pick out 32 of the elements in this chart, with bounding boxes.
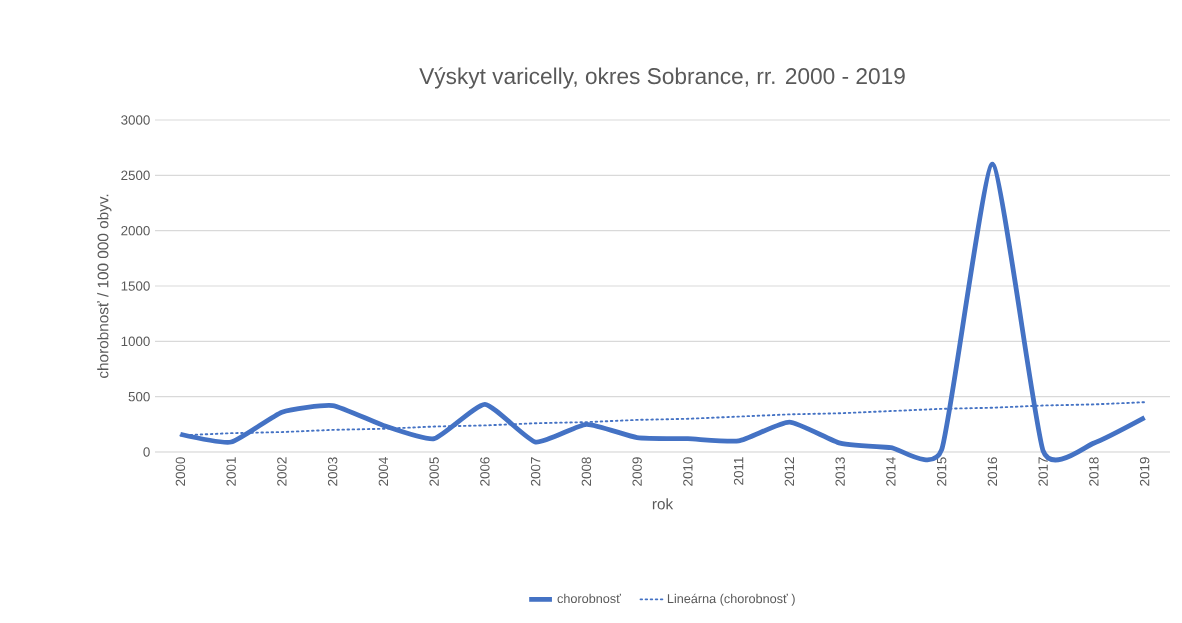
x-tick-label: 2004	[378, 457, 389, 486]
x-tick-label: 2008	[581, 457, 592, 486]
x-tick-label: 2006	[480, 457, 490, 486]
x-tick-label: 2014	[886, 457, 896, 486]
x-tick-label: 2017	[1038, 457, 1048, 486]
y-tick-label: 1500	[121, 281, 150, 291]
x-tick-label: 2010	[683, 457, 693, 486]
x-tick-label: 2007	[530, 457, 541, 486]
legend-label: chorobnosť	[557, 593, 622, 604]
y-tick-label: 500	[128, 391, 150, 402]
legend-label: Lineárna (chorobnosť )	[667, 593, 795, 606]
x-tick-label: 2000	[175, 457, 186, 486]
chart-title: Výskyt varicelly, okres Sobrance, rr. 2000 - 2019	[419, 67, 905, 89]
x-tick-label: 2011	[733, 457, 744, 485]
x-tick-label: 2005	[429, 457, 439, 486]
x-tick-label: 2016	[987, 457, 998, 486]
y-tick-label: 2000	[121, 225, 150, 236]
y-axis-title: chorobnosť / 100 000 obyv.	[97, 194, 112, 379]
y-tick-label: 2500	[121, 170, 150, 181]
y-tick-label: 3000	[121, 115, 150, 125]
x-tick-label: 2018	[1089, 457, 1099, 486]
x-tick-label: 2015	[936, 457, 947, 486]
y-tick-label: 1000	[121, 336, 150, 347]
x-tick-label: 2002	[277, 457, 287, 486]
x-tick-label: 2019	[1139, 457, 1150, 486]
x-tick-label: 2003	[327, 457, 338, 486]
x-tick-label: 2001	[226, 457, 236, 486]
x-tick-label: 2012	[784, 457, 795, 486]
x-tick-label: 2009	[632, 457, 642, 486]
y-tick-label: 0	[143, 447, 150, 457]
x-tick-label: 2013	[835, 457, 845, 486]
x-axis-title: rok	[652, 498, 674, 510]
